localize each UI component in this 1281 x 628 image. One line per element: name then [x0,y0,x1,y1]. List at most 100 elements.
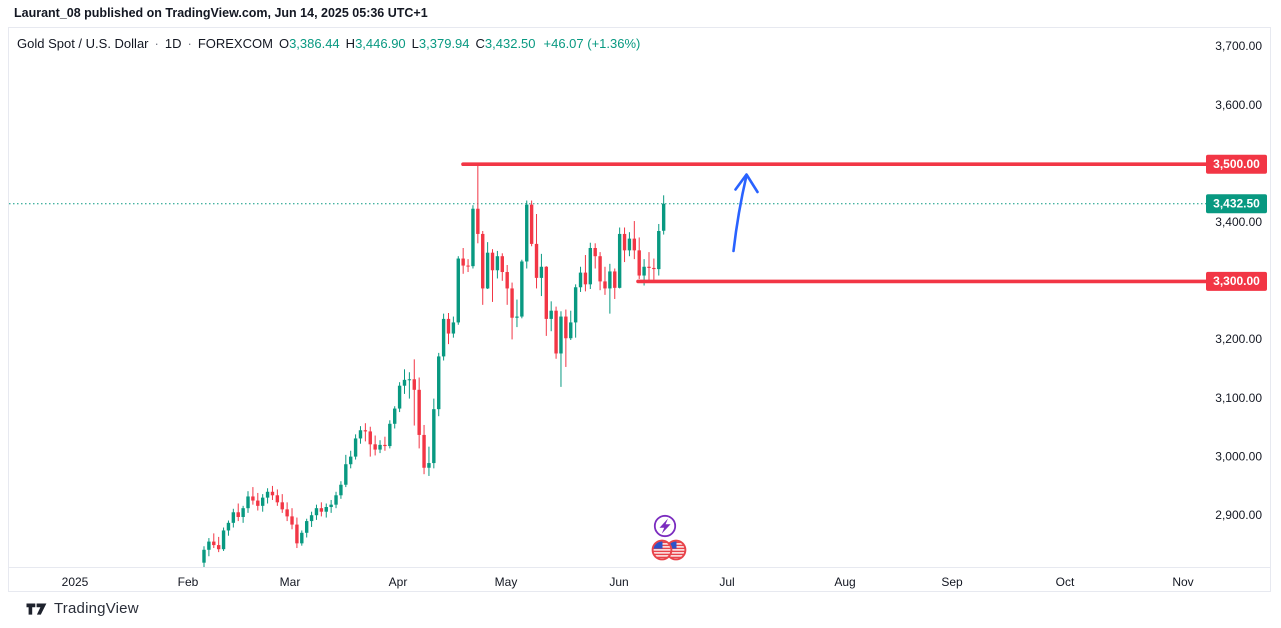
x-axis-tick[interactable]: Oct [1056,575,1075,589]
candle [476,208,480,234]
candle [529,204,534,244]
candle [534,243,539,278]
candle [407,379,412,381]
candle [344,464,348,485]
x-axis-tick[interactable]: 2025 [62,575,89,589]
attribution-text: Laurant_08 published on TradingView.com,… [14,6,428,20]
candle [339,484,343,496]
candle [627,238,632,251]
candle [397,385,402,409]
candle [456,258,460,323]
candle [422,434,426,468]
candle [539,266,544,278]
candle [578,272,583,288]
y-axis-tick[interactable]: 3,600.00 [1215,98,1262,112]
us-flag-event-icon[interactable] [651,539,673,561]
candle [642,266,646,276]
candle [202,549,206,563]
candle [275,495,280,503]
economic-event-lightning-icon[interactable] [653,514,677,538]
separator-dot: · [187,36,192,51]
y-axis-tick[interactable]: 2,900.00 [1215,508,1262,522]
candle [216,545,221,550]
chart-container: 2025 Feb Mar Apr May Jun Jul Aug Sep Oct Nov 3,700.… [8,27,1271,592]
ohlc-open: O 3,386.44 [278,36,340,51]
candle [285,509,289,517]
candle [500,256,504,273]
y-axis-tick[interactable]: 3,700.00 [1215,39,1262,53]
candle [603,281,607,289]
candle [324,507,328,512]
candle [432,409,436,464]
candle [485,252,490,289]
candle [461,258,465,266]
symbol-name: Gold Spot / U.S. Dollar [17,36,149,51]
candle [505,272,509,289]
candle [647,266,651,268]
candle [622,233,627,251]
candle [446,318,451,334]
candle [549,310,553,319]
candle [358,430,363,439]
candle [437,356,441,410]
candle [471,208,475,267]
svg-text:3,300.00: 3,300.00 [1213,274,1260,288]
candle [657,231,661,270]
tradingview-logo-text: TradingView [54,600,139,617]
x-axis-tick[interactable]: Mar [280,575,301,589]
candle [329,504,333,508]
candle [451,322,456,334]
candle [490,252,495,271]
x-axis-tick[interactable]: Apr [389,575,408,589]
candle [583,272,588,285]
candle [569,322,573,339]
candle [368,431,372,445]
candle [251,496,255,501]
candle [510,288,514,318]
candle [270,491,275,496]
x-axis-tick[interactable]: Aug [834,575,855,589]
y-axis-tick[interactable]: 3,000.00 [1215,449,1262,463]
candle [212,541,216,546]
candle [544,266,548,319]
candle [363,430,368,432]
ohlc-high: H 3,446.90 [345,36,406,51]
arrow-head [734,173,759,194]
candle [608,271,612,289]
tradingview-logo[interactable]: TradingView [26,600,139,617]
candle [383,444,387,447]
price-chart-canvas[interactable]: 2025 Feb Mar Apr May Jun Jul Aug Sep Oct Nov 3,700.… [9,28,1270,591]
candle [661,203,666,231]
ohlc-close: C 3,432.50 [475,36,536,51]
event-icons[interactable] [651,514,687,561]
candle [334,495,338,505]
exchange-label: FOREXCOM [197,36,273,51]
candle [495,256,500,271]
x-axis-tick[interactable]: Nov [1172,575,1193,589]
candle [295,524,299,544]
candle [559,316,563,354]
x-axis-tick[interactable]: Sep [941,575,963,589]
last-price-badge: 3,432.50 [1206,194,1267,214]
x-axis-tick[interactable]: May [495,575,518,589]
candle [598,256,602,282]
trend-arrow-annotation[interactable] [732,173,759,253]
x-axis-tick[interactable]: Jun [609,575,628,589]
x-axis-tick[interactable]: Feb [178,575,199,589]
y-axis-tick[interactable]: 3,400.00 [1215,215,1262,229]
candle [412,379,416,390]
candle [588,247,593,285]
candle [652,267,656,270]
x-axis-tick[interactable]: Jul [719,575,734,589]
candle [613,271,617,288]
y-axis-tick[interactable]: 3,200.00 [1215,332,1262,346]
candle [207,541,211,550]
us-flag-event-icon[interactable] [665,539,687,561]
candle [265,491,270,498]
candle [388,423,392,447]
candle [353,438,358,457]
arrow-shaft [732,174,748,253]
y-axis-tick[interactable]: 3,100.00 [1215,391,1262,405]
candle [221,530,226,550]
separator-dot: · [154,36,159,51]
